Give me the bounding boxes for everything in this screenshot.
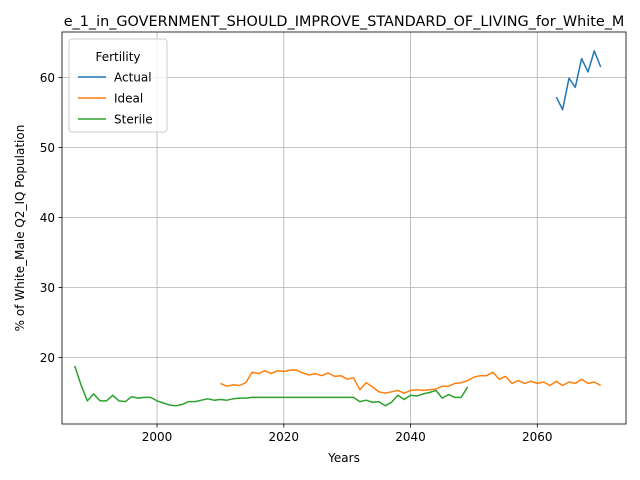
x-tick-label: 2000 [142, 430, 173, 444]
chart-title: e_1_in_GOVERNMENT_SHOULD_IMPROVE_STANDAR… [64, 14, 625, 30]
ticks: 2000 2020 2040 2060 20 30 40 50 60 [40, 71, 553, 444]
y-axis-label: % of White_Male Q2_IQ Population [13, 125, 27, 332]
y-tick-label: 40 [40, 211, 55, 225]
series-line-actual [555, 50, 602, 111]
x-tick-label: 2020 [269, 430, 300, 444]
legend-label-ideal: Ideal [114, 92, 143, 106]
y-tick-label: 30 [40, 281, 55, 295]
series-line-sterile [73, 365, 469, 407]
legend: Fertility Actual Ideal Sterile [68, 38, 168, 133]
series-line-ideal [220, 369, 602, 394]
legend-label-sterile: Sterile [114, 113, 153, 127]
y-tick-label: 60 [40, 71, 55, 85]
y-tick-label: 50 [40, 141, 55, 155]
legend-box [68, 38, 168, 133]
x-axis-label: Years [327, 451, 360, 465]
series-lines [73, 50, 602, 407]
grid [62, 32, 626, 424]
legend-title: Fertility [95, 50, 140, 64]
legend-label-actual: Actual [114, 71, 152, 85]
x-tick-label: 2060 [522, 430, 553, 444]
plot-frame [61, 31, 627, 425]
y-tick-label: 20 [40, 351, 55, 365]
x-tick-label: 2040 [395, 430, 426, 444]
